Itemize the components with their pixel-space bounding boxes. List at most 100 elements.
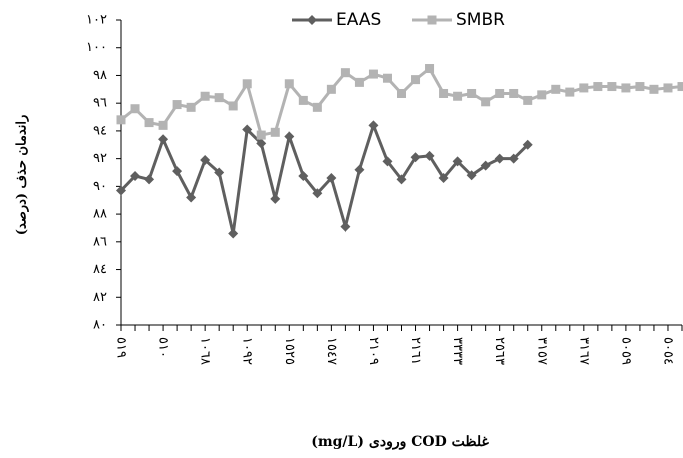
x-tick-label: ٣١٦٧: [576, 337, 591, 365]
point: [480, 160, 491, 171]
x-tick-label: ٣٣٣٣: [450, 337, 465, 365]
x-tick-label: ٥١٩: [114, 337, 129, 358]
point: [214, 93, 224, 103]
x-tick-label: ٣١٥٧: [534, 337, 549, 365]
point: [354, 164, 365, 175]
point: [214, 167, 225, 178]
point: [130, 104, 140, 114]
point: [354, 77, 364, 87]
point: [228, 228, 239, 239]
point: [593, 82, 603, 92]
point: [312, 188, 323, 199]
point: [537, 90, 547, 100]
point: [144, 118, 154, 128]
point: [158, 120, 168, 130]
point: [186, 102, 196, 112]
point: [270, 127, 280, 137]
point: [467, 88, 477, 98]
point: [607, 82, 617, 92]
point: [368, 69, 378, 79]
point: [663, 83, 673, 93]
series-line: [119, 120, 529, 234]
legend-label: SMBR: [456, 10, 505, 30]
point: [284, 79, 294, 89]
point: [453, 91, 463, 101]
point: [200, 155, 211, 166]
legend-label: EAAS: [336, 10, 381, 30]
point: [438, 173, 449, 184]
y-tick-label: ٨٢: [93, 290, 107, 305]
point: [494, 153, 505, 164]
y-tick-label: ٨٦: [93, 234, 107, 249]
x-axis-title: غلظت COD ورودی (mg/L): [311, 434, 489, 450]
point: [284, 131, 295, 142]
point: [439, 88, 449, 98]
point: [565, 87, 575, 97]
point: [635, 82, 645, 92]
x-tick-label: ٥١٠: [156, 337, 171, 358]
point: [298, 95, 308, 105]
x-tick-label: ١٠٩٢: [240, 337, 255, 365]
point: [677, 82, 683, 92]
point: [270, 193, 281, 204]
point: [411, 75, 421, 85]
point: [382, 73, 392, 83]
point: [256, 130, 266, 140]
point: [116, 115, 126, 125]
point: [256, 138, 267, 149]
x-tick-label: ٢٥٦٣: [492, 337, 507, 365]
x-tick-label: ٥٠٥٤: [660, 337, 675, 365]
y-tick-label: ٩٨: [93, 68, 107, 83]
point: [579, 83, 589, 93]
point: [130, 170, 141, 181]
point: [424, 150, 435, 161]
point: [649, 84, 659, 94]
point: [186, 192, 197, 203]
x-tick-label: ٥٠٥٩: [618, 337, 633, 365]
point: [508, 153, 519, 164]
point: [523, 95, 533, 105]
point: [427, 15, 437, 25]
point: [307, 15, 317, 25]
y-tick-label: ١٠٠: [86, 40, 107, 55]
y-tick-label: ١٠٢: [86, 13, 107, 28]
point: [382, 156, 393, 167]
point: [551, 84, 561, 94]
point: [452, 156, 463, 167]
x-tick-label: ١٠٦٨: [198, 337, 213, 365]
x-tick-label: ١٥٤٧: [324, 337, 339, 365]
y-axis-title: راندمان حذف (درصد): [15, 115, 30, 235]
point: [228, 101, 238, 111]
point: [144, 174, 155, 185]
series-line: [120, 66, 683, 137]
point: [621, 83, 631, 93]
point: [116, 185, 126, 196]
point: [326, 84, 336, 94]
point: [242, 79, 252, 89]
point: [481, 97, 491, 107]
point: [340, 68, 350, 78]
point: [340, 221, 351, 232]
y-tick-label: ٩٦: [93, 96, 107, 111]
y-tick-label: ٨٨: [93, 207, 107, 222]
x-tick-label: ٢١٦١: [408, 337, 423, 365]
x-tick-label: ١٥٢٥: [282, 337, 297, 365]
point: [466, 170, 477, 181]
point: [495, 88, 505, 98]
point: [425, 64, 435, 74]
point: [312, 102, 322, 112]
y-tick-label: ٨٤: [93, 262, 107, 277]
y-tick-label: ٨٠: [93, 318, 107, 333]
point: [326, 173, 337, 184]
point: [172, 100, 182, 110]
point: [396, 174, 407, 185]
point: [522, 139, 533, 150]
point: [410, 152, 421, 163]
y-tick-label: ٩٠: [93, 179, 107, 194]
point: [158, 134, 169, 145]
point: [200, 91, 210, 101]
y-tick-label: ٩٤: [93, 123, 107, 138]
point: [298, 170, 309, 181]
x-tick-label: ٢١٠٩: [366, 337, 381, 365]
